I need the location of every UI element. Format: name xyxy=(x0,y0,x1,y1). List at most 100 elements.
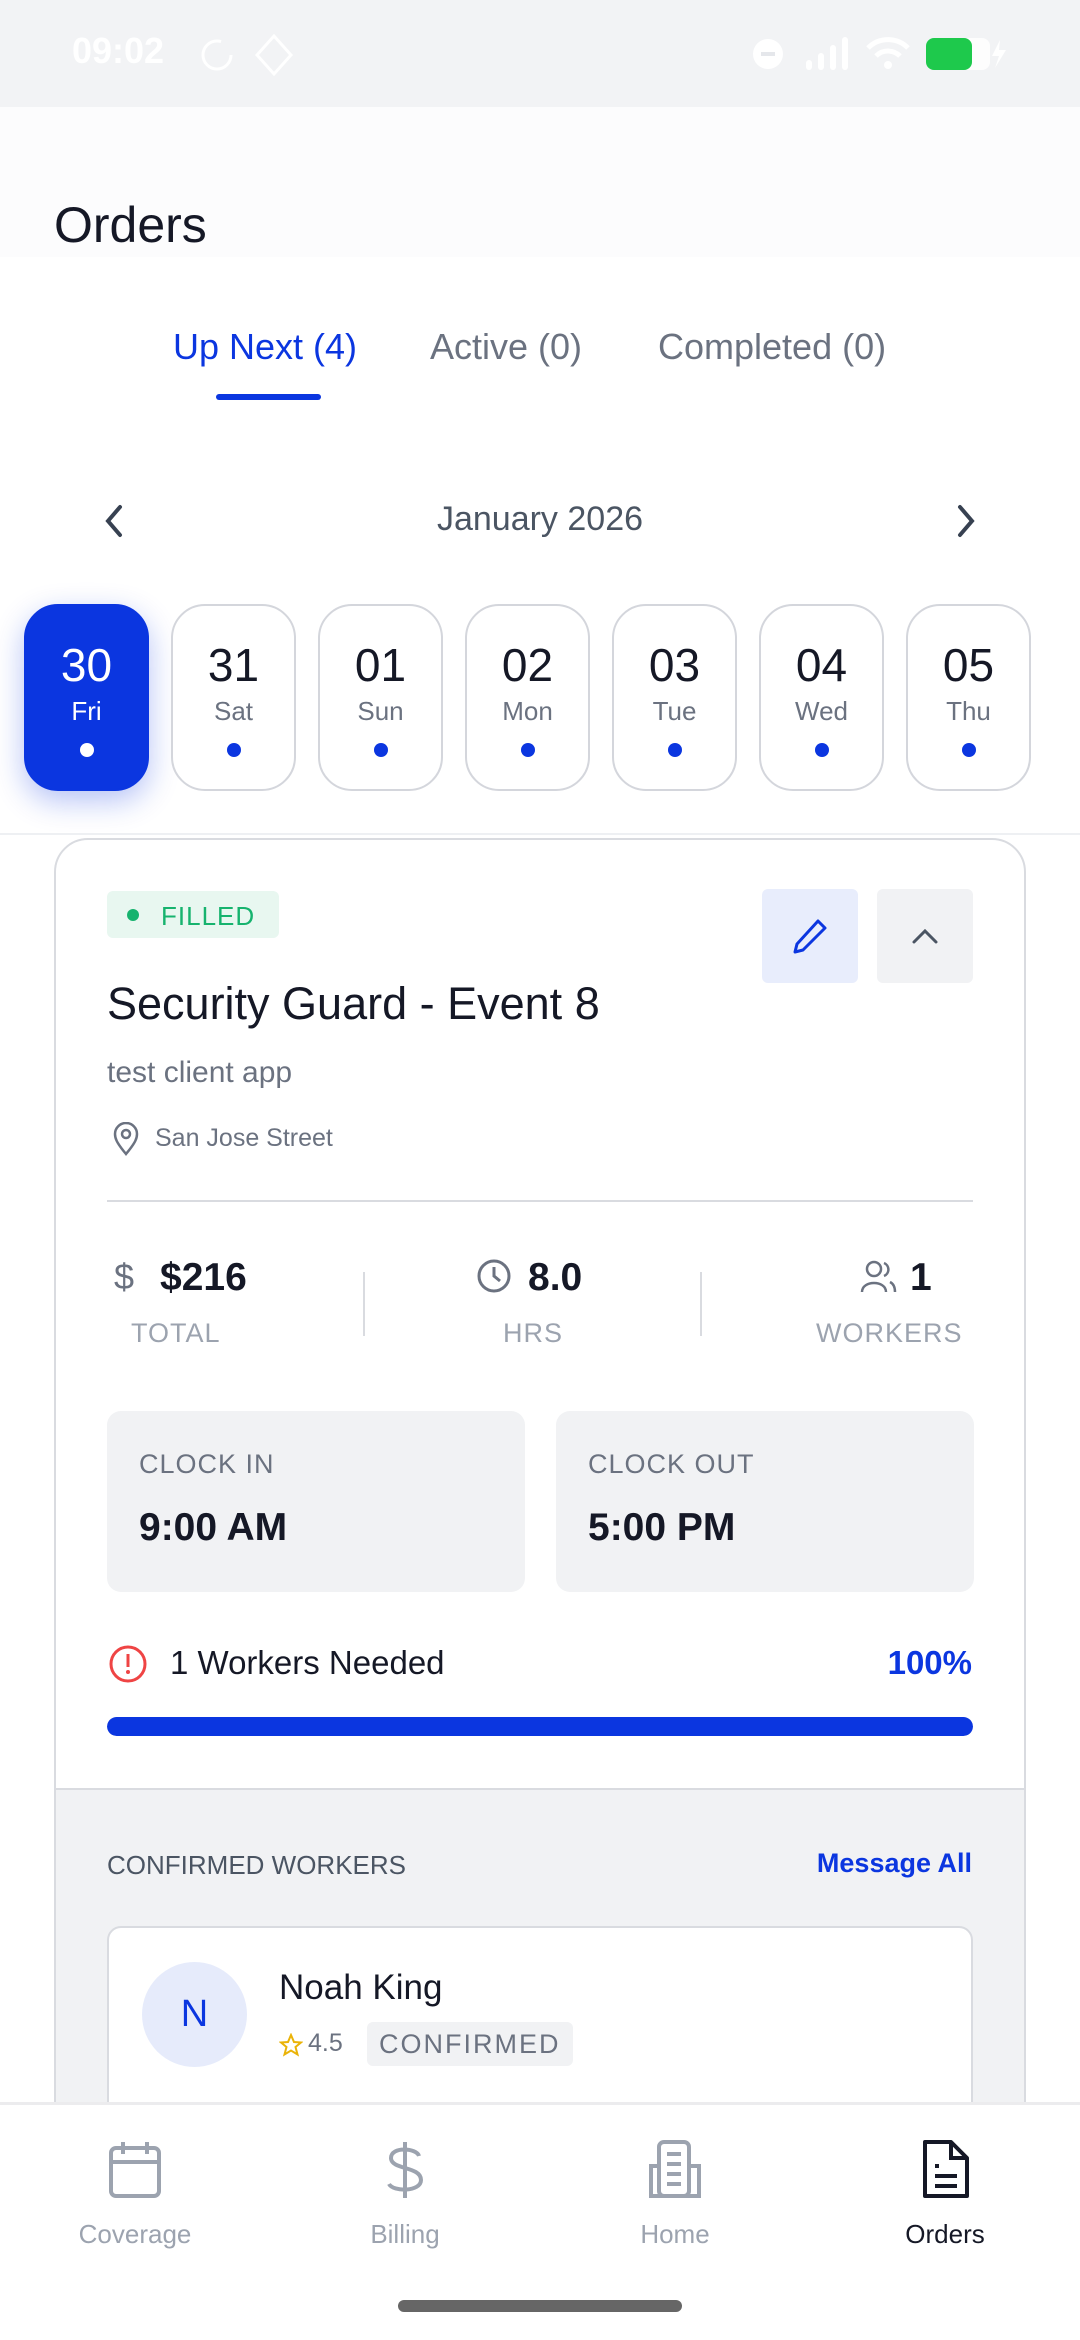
month-label: January 2026 xyxy=(436,500,644,538)
status-dot xyxy=(127,909,139,921)
signal-icon xyxy=(806,37,848,70)
hours-label: HRS xyxy=(503,1318,564,1348)
worker-rating: 4.5 xyxy=(308,2029,343,2057)
nav-orders[interactable]: Orders xyxy=(845,2140,1045,2250)
clock-in-label: CLOCK IN xyxy=(139,1449,275,1479)
workers-needed: 1 Workers Needed xyxy=(170,1644,445,1681)
next-month-button[interactable] xyxy=(950,504,980,538)
tab-active[interactable]: Active (0) xyxy=(430,326,583,367)
date-number: 04 xyxy=(795,639,848,691)
event-dot xyxy=(520,743,535,757)
hours-value: 8.0 xyxy=(528,1256,583,1299)
location-text: San Jose Street xyxy=(155,1124,333,1152)
divider xyxy=(700,1272,702,1336)
loading-icon xyxy=(201,39,233,71)
date-number: 30 xyxy=(60,639,113,691)
status-bar: 09:02 xyxy=(0,0,1080,107)
nav-coverage[interactable]: Coverage xyxy=(35,2140,235,2250)
document-icon xyxy=(923,2140,969,2198)
progress-percent: 100% xyxy=(887,1644,972,1681)
status-badge: FILLED xyxy=(107,891,279,938)
edit-button[interactable] xyxy=(762,889,858,983)
workers-label: WORKERS xyxy=(816,1318,963,1348)
event-dot xyxy=(961,743,976,757)
clock-out-label: CLOCK OUT xyxy=(588,1449,755,1479)
dollar-icon xyxy=(387,2142,424,2198)
clock-in-value: 9:00 AM xyxy=(139,1506,288,1549)
worker-name: Noah King xyxy=(279,1968,443,2007)
nav-label: Billing xyxy=(370,2219,440,2249)
clock-out-box: CLOCK OUT 5:00 PM xyxy=(556,1411,974,1592)
job-title: Security Guard - Event 8 xyxy=(107,978,600,1029)
date-weekday: Fri xyxy=(71,696,102,726)
date-number: 31 xyxy=(207,639,260,691)
app-notification-icon xyxy=(254,34,294,76)
date-number: 02 xyxy=(501,639,554,691)
client-name: test client app xyxy=(107,1056,293,1089)
divider xyxy=(107,1200,973,1202)
date-weekday: Mon xyxy=(502,696,553,726)
date-weekday: Thu xyxy=(946,696,991,726)
home-indicator xyxy=(398,2300,682,2312)
event-dot xyxy=(667,743,682,757)
tab-completed[interactable]: Completed (0) xyxy=(658,326,887,367)
users-icon xyxy=(860,1260,897,1293)
location-pin-icon xyxy=(113,1122,139,1156)
prev-month-button[interactable] xyxy=(100,504,130,538)
clock-in-box: CLOCK IN 9:00 AM xyxy=(107,1411,525,1592)
date-weekday: Wed xyxy=(795,696,848,726)
date-pill[interactable]: 04 Wed xyxy=(759,604,884,791)
date-pill[interactable]: 05 Thu xyxy=(906,604,1031,791)
date-number: 05 xyxy=(942,639,995,691)
clock-out-value: 5:00 PM xyxy=(588,1506,736,1549)
divider xyxy=(363,1272,365,1336)
divider xyxy=(0,833,1080,835)
collapse-button[interactable] xyxy=(877,889,973,983)
message-all-link[interactable]: Message All xyxy=(816,1848,972,1878)
pencil-icon xyxy=(793,919,827,954)
total-label: TOTAL xyxy=(131,1318,221,1348)
avatar: N xyxy=(142,1962,247,2067)
workers-value: 1 xyxy=(910,1256,932,1299)
tab-indicator xyxy=(216,394,321,400)
building-icon xyxy=(649,2140,701,2198)
page-title: Orders xyxy=(54,197,207,253)
battery-icon xyxy=(926,38,1006,70)
calendar-icon xyxy=(109,2142,161,2198)
status-time: 09:02 xyxy=(72,30,165,71)
alert-icon xyxy=(109,1645,147,1683)
date-weekday: Tue xyxy=(652,696,697,726)
worker-status-badge: CONFIRMED xyxy=(367,2022,573,2066)
date-weekday: Sun xyxy=(357,696,404,726)
progress-fill xyxy=(107,1717,973,1736)
date-pill[interactable]: 03 Tue xyxy=(612,604,737,791)
date-pill[interactable]: 31 Sat xyxy=(171,604,296,791)
event-dot xyxy=(373,743,388,757)
total-value: $216 xyxy=(160,1256,247,1299)
chevron-up-icon xyxy=(912,928,938,944)
tab-up-next[interactable]: Up Next (4) xyxy=(173,326,358,367)
event-dot xyxy=(79,743,94,757)
status-text: FILLED xyxy=(161,901,256,931)
date-pill[interactable]: 30 Fri xyxy=(24,604,149,791)
date-number: 01 xyxy=(354,639,407,691)
date-weekday: Sat xyxy=(213,696,254,726)
progress-bar xyxy=(107,1717,973,1736)
nav-home[interactable]: Home xyxy=(575,2140,775,2250)
clock-icon xyxy=(477,1259,511,1293)
nav-label: Home xyxy=(640,2219,710,2249)
section-heading: CONFIRMED WORKERS xyxy=(107,1850,406,1880)
header xyxy=(0,107,1080,257)
wifi-icon xyxy=(866,37,910,69)
nav-label: Orders xyxy=(905,2219,985,2249)
date-pill[interactable]: 01 Sun xyxy=(318,604,443,791)
nav-label: Coverage xyxy=(78,2219,192,2249)
date-pill[interactable]: 02 Mon xyxy=(465,604,590,791)
dnd-icon xyxy=(753,39,783,69)
event-dot xyxy=(226,743,241,757)
star-icon xyxy=(279,2033,303,2057)
event-dot xyxy=(814,743,829,757)
dollar-icon: $ xyxy=(114,1256,135,1297)
nav-billing[interactable]: Billing xyxy=(305,2140,505,2250)
date-number: 03 xyxy=(648,639,701,691)
